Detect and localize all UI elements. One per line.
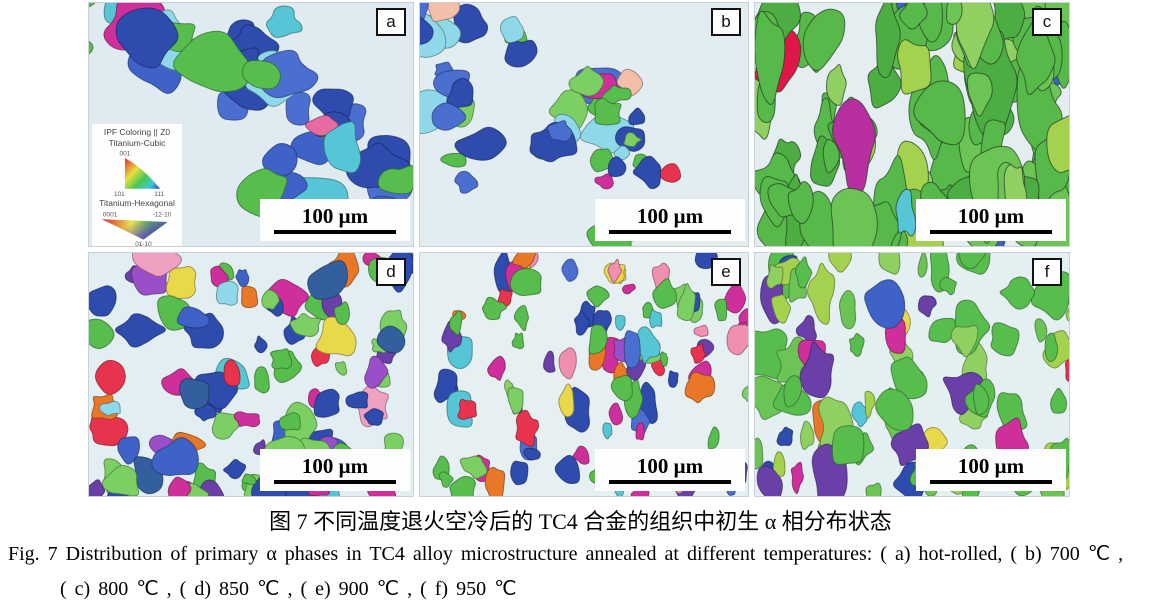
scale-bar-line — [274, 480, 396, 484]
hex-corner--12-10: -12-10 — [153, 211, 172, 218]
scale-bar-d: 100 μm — [260, 449, 410, 491]
panel-label-a: a — [376, 8, 406, 36]
ebsd-map-b — [420, 3, 682, 246]
scale-bar-text: 100 μm — [636, 454, 704, 478]
cubic-corner-101: 101 — [114, 191, 125, 198]
caption-english-line1: Fig. 7 Distribution of primary α phases … — [8, 543, 1124, 565]
micrograph-panel-e: e 100 μm — [419, 252, 749, 497]
caption-english-line2: ( c) 800 ℃ , ( d) 850 ℃ , ( e) 900 ℃ , (… — [60, 578, 517, 600]
legend-title: IPF Coloring || Z0 — [103, 127, 171, 137]
scale-bar-text: 100 μm — [636, 204, 704, 228]
ipf-color-legend: IPF Coloring || Z0 Titanium-Cubic 001 10… — [92, 124, 182, 246]
scale-bar-text: 100 μm — [301, 204, 369, 228]
panel-label-f: f — [1032, 258, 1062, 286]
scale-bar-b: 100 μm — [595, 199, 745, 241]
scale-bar-line — [930, 230, 1052, 234]
micrograph-panel-f: f 100 μm — [754, 252, 1070, 497]
scale-bar-f: 100 μm — [916, 449, 1066, 491]
caption-chinese: 图 7 不同温度退火空冷后的 TC4 合金的组织中初生 α 相分布状态 — [269, 509, 892, 534]
scale-bar-line — [274, 230, 396, 234]
scale-bar-line — [609, 480, 731, 484]
scale-bar-line — [609, 230, 731, 234]
micrograph-panel-b: b 100 μm — [419, 2, 749, 247]
scale-bar-text: 100 μm — [957, 454, 1025, 478]
scale-bar-text: 100 μm — [301, 454, 369, 478]
cubic-triangle-shape — [124, 158, 161, 190]
scale-bar-c: 100 μm — [916, 199, 1066, 241]
hex-corner-0001: 0001 — [103, 211, 118, 218]
cubic-ipf-triangle-icon: 001 101 111 — [114, 151, 165, 199]
hex-triangle-shade — [101, 219, 168, 240]
legend-cubic-title: Titanium-Cubic — [108, 137, 166, 148]
panel-label-c: c — [1032, 8, 1062, 36]
scale-bar-e: 100 μm — [595, 449, 745, 491]
micrograph-panel-a: IPF Coloring || Z0 Titanium-Cubic 001 10… — [88, 2, 414, 247]
scale-bar-a: 100 μm — [260, 199, 410, 241]
panel-label-d: d — [376, 258, 406, 286]
cubic-corner-111: 111 — [154, 191, 164, 198]
micrograph-panel-d: d 100 μm — [88, 252, 414, 497]
hex-corner-01-10: 01-10 — [135, 241, 152, 246]
scale-bar-line — [930, 480, 1052, 484]
scale-bar-text: 100 μm — [957, 204, 1025, 228]
legend-hex-title: Titanium-Hexagonal — [99, 198, 175, 209]
cubic-corner-001: 001 — [120, 151, 131, 158]
panel-label-e: e — [711, 258, 741, 286]
micrograph-panel-c: c 100 μm — [754, 2, 1070, 247]
panel-label-b: b — [711, 8, 741, 36]
hexagonal-ipf-triangle-icon: 0001 -12-10 01-10 — [101, 211, 172, 246]
